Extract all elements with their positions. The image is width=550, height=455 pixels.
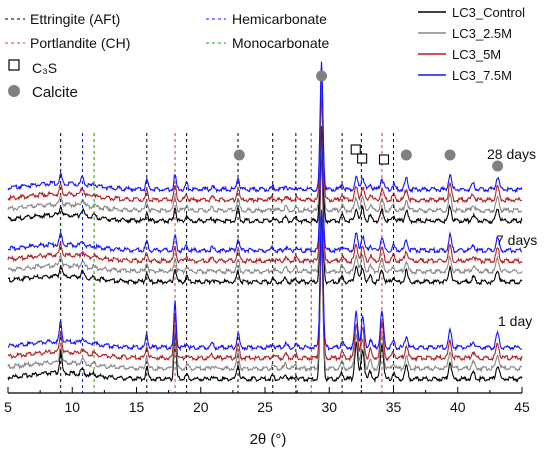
calcite-marker bbox=[492, 160, 504, 172]
trace-LC3_7.5M bbox=[7, 61, 523, 194]
phase-legend: Ettringite (AFt) Portlandite (CH) C₃S Ca… bbox=[5, 11, 330, 101]
calcite-marker bbox=[316, 70, 328, 82]
x-axis-title: 2θ (°) bbox=[250, 431, 287, 448]
x-tick-label: 20 bbox=[193, 399, 209, 415]
age-label: 7 days bbox=[496, 232, 537, 248]
phase-markers bbox=[233, 70, 504, 172]
age-labels: 1 day 7 days 28 days bbox=[487, 146, 537, 329]
x-tick-label: 35 bbox=[386, 399, 402, 415]
legend-calcite-label: Calcite bbox=[32, 84, 78, 101]
trace-LC3_5M bbox=[7, 219, 523, 363]
trace-LC3_2.5M bbox=[7, 143, 523, 276]
x-tick-label: 30 bbox=[321, 399, 337, 415]
trace-LC3_7.5M bbox=[7, 209, 523, 352]
legend-portlandite-label: Portlandite (CH) bbox=[30, 35, 130, 51]
series-legend: LC3_Control LC3_2.5M LC3_5M LC3_7.5M bbox=[418, 5, 525, 83]
diffraction-traces bbox=[7, 61, 523, 384]
x-tick-label: 45 bbox=[514, 399, 530, 415]
age-label: 1 day bbox=[498, 313, 532, 329]
c3s-marker bbox=[350, 144, 361, 155]
x-tick-label: 40 bbox=[450, 399, 466, 415]
age-label: 28 days bbox=[487, 146, 536, 162]
trace-LC3_7.5M bbox=[7, 126, 523, 255]
x-tick-label: 5 bbox=[4, 399, 12, 415]
c3s-marker bbox=[357, 153, 368, 164]
trace-LC3_5M bbox=[7, 74, 523, 204]
c3s-marker bbox=[378, 154, 390, 165]
trace-LC3_2.5M bbox=[7, 228, 523, 373]
x-tick-label: 15 bbox=[129, 399, 145, 415]
legend-ettringite-label: Ettringite (AFt) bbox=[30, 11, 120, 27]
calcite-marker bbox=[233, 149, 245, 161]
legend-calcite-marker bbox=[8, 85, 20, 97]
calcite-marker bbox=[400, 149, 412, 161]
trace-LC3_Control bbox=[7, 237, 523, 384]
legend-series-3-label: LC3_7.5M bbox=[452, 68, 512, 83]
legend-monocarbonate-label: Monocarbonate bbox=[232, 35, 330, 51]
legend-series-0-label: LC3_Control bbox=[452, 5, 525, 20]
legend-series-2-label: LC3_5M bbox=[452, 47, 501, 62]
trace-LC3_2.5M bbox=[7, 85, 523, 215]
trace-LC3_Control bbox=[7, 93, 523, 226]
calcite-marker bbox=[444, 149, 456, 161]
x-tick-label: 10 bbox=[64, 399, 80, 415]
legend-hemicarbonate-label: Hemicarbonate bbox=[232, 11, 327, 27]
x-axis: 5 10 15 20 25 30 35 40 45 bbox=[4, 387, 530, 415]
legend-c3s-label: C₃S bbox=[32, 60, 57, 76]
legend-series-1-label: LC3_2.5M bbox=[452, 26, 512, 41]
x-tick-label: 25 bbox=[257, 399, 273, 415]
trace-LC3_Control bbox=[7, 155, 523, 286]
trace-LC3_5M bbox=[7, 135, 523, 265]
legend-c3s-marker bbox=[8, 59, 20, 71]
